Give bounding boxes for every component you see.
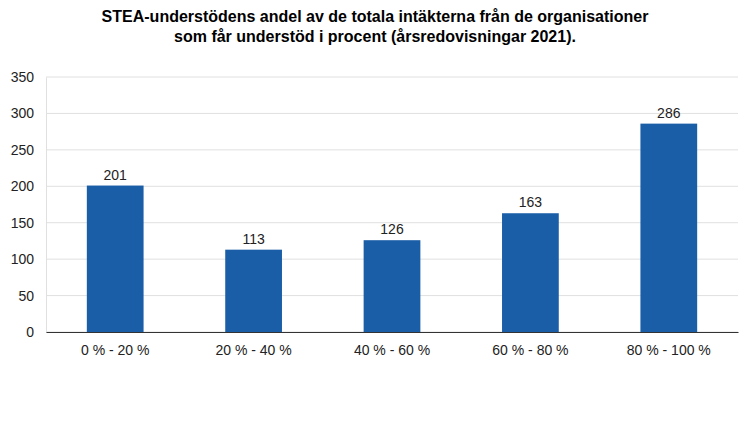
- data-label: 126: [380, 221, 404, 237]
- y-tick: 200: [11, 178, 46, 194]
- grid-line: [46, 149, 738, 150]
- x-axis-line: [47, 332, 739, 333]
- x-tick: 0 % - 20 %: [81, 332, 149, 358]
- y-tick: 300: [11, 105, 46, 121]
- bar: [225, 250, 282, 332]
- x-tick: 20 % - 40 %: [215, 332, 291, 358]
- grid-line: [46, 77, 738, 78]
- chart: STEA-understödens andel av de totala int…: [0, 0, 750, 436]
- data-label: 286: [657, 105, 681, 121]
- bar: [502, 213, 559, 332]
- y-tick-label: 250: [11, 142, 35, 158]
- y-axis: 0 50 100 150 200 250 300 350: [11, 69, 47, 340]
- y-tick-label: 350: [11, 69, 35, 85]
- x-tick-label: 80 % - 100 %: [627, 342, 711, 358]
- x-tick-label: 0 % - 20 %: [81, 342, 149, 358]
- data-labels: 201 113 126 163 286: [104, 105, 681, 247]
- bar: [87, 186, 144, 332]
- y-tick-label: 150: [11, 215, 35, 231]
- data-label: 113: [242, 231, 265, 247]
- y-tick: 100: [11, 251, 46, 267]
- y-tick-label: 300: [11, 105, 35, 121]
- y-tick: 350: [11, 69, 46, 85]
- grid-line: [46, 113, 738, 114]
- y-axis-line: [46, 78, 47, 333]
- y-tick: 150: [11, 215, 46, 231]
- y-tick: 250: [11, 142, 46, 158]
- data-label: 163: [519, 194, 543, 210]
- bars: [87, 124, 697, 332]
- x-tick: 60 % - 80 %: [492, 332, 568, 358]
- y-tick-label: 0: [26, 324, 34, 340]
- y-tick-label: 100: [11, 251, 35, 267]
- grid: [46, 77, 738, 332]
- x-tick-label: 60 % - 80 %: [492, 342, 568, 358]
- plot: 0 50 100 150 200 250 300 350 0 % - 20 % 20 % - 40…: [11, 69, 739, 358]
- title: STEA-understödens andel av de totala int…: [102, 8, 649, 45]
- title-line: som får understöd i procent (årsredovisn…: [174, 28, 576, 45]
- data-label: 201: [104, 167, 128, 183]
- bar: [364, 240, 421, 332]
- x-tick: 40 % - 60 %: [354, 332, 430, 358]
- x-tick: 80 % - 100 %: [627, 332, 711, 358]
- title-line: STEA-understödens andel av de totala int…: [102, 8, 649, 25]
- y-tick: 50: [18, 288, 46, 304]
- bar: [640, 124, 697, 332]
- y-tick-label: 200: [11, 178, 35, 194]
- x-tick-label: 40 % - 60 %: [354, 342, 430, 358]
- y-tick-label: 50: [18, 288, 34, 304]
- x-tick-label: 20 % - 40 %: [215, 342, 291, 358]
- x-axis: 0 % - 20 % 20 % - 40 % 40 % - 60 % 60 % - 8…: [47, 332, 739, 358]
- grid-line: [46, 186, 738, 187]
- y-tick: 0: [26, 324, 46, 340]
